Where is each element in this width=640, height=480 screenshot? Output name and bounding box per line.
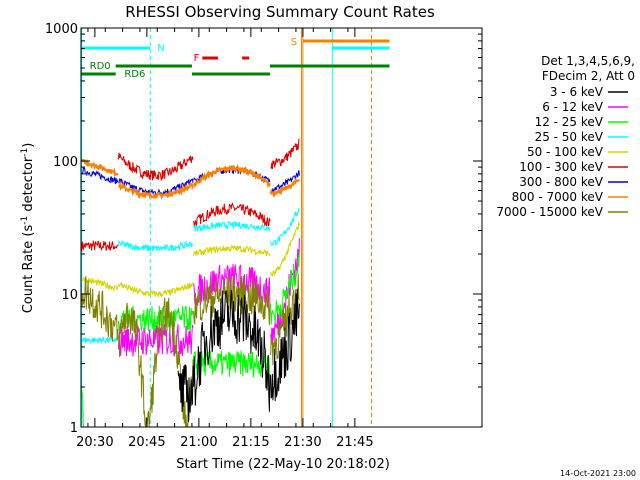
axes: 1 10 100 1000 20:30 20:45 21:00 21:15 21:30 21:45: [45, 22, 482, 450]
footer-timestamp: 14-Oct-2021 23:00: [560, 469, 636, 478]
x-tick-label: 21:45: [336, 435, 373, 450]
chart-title: RHESSI Observing Summary Count Rates: [125, 3, 435, 21]
legend-entry-label: 25 - 50 keV: [535, 130, 604, 144]
series-line-6: [81, 164, 300, 197]
x-tick-label: 20:30: [76, 435, 113, 450]
x-tick-label: 20:45: [128, 435, 165, 450]
series-line-8: [81, 273, 300, 427]
series-line-3: [81, 207, 300, 345]
y-tick-label: 10: [61, 288, 78, 303]
series-line-4: [81, 221, 300, 298]
flag-label: N: [157, 43, 164, 54]
y-tick-label: 1: [70, 421, 78, 436]
series-line-2: [81, 250, 300, 427]
series-line-7: [80, 158, 301, 200]
x-tick-label: 21:15: [232, 435, 269, 450]
flag-label: F: [194, 53, 200, 64]
legend-entry-label: 100 - 300 keV: [519, 160, 603, 174]
x-tick-label: 21:30: [284, 435, 321, 450]
legend-entry-label: 50 - 100 keV: [527, 145, 604, 159]
plot-area: N RD0 RD6 F S: [80, 28, 390, 427]
legend-entry-label: 3 - 6 keV: [550, 85, 604, 99]
legend-entry-label: 12 - 25 keV: [535, 115, 604, 129]
y-tick-label: 1000: [45, 22, 78, 37]
legend-entry-label: 7000 - 15000 keV: [496, 205, 603, 219]
flag-label: RD6: [124, 69, 145, 80]
legend-entry-label: 800 - 7000 keV: [512, 190, 604, 204]
flag-label: RD0: [90, 61, 111, 72]
legend-entry-label: 300 - 800 keV: [519, 175, 603, 189]
series-line-5: [81, 138, 300, 252]
series-line-0: [177, 288, 300, 423]
x-tick-label: 21:00: [180, 435, 217, 450]
y-axis-label: Count Rate (s-1 detector-1): [20, 143, 36, 314]
legend-header: Det 1,3,4,5,6,9,: [541, 54, 635, 68]
y-tick-label: 100: [53, 155, 78, 170]
legend-header: FDecim 2, Att 0: [542, 69, 635, 83]
legend: Det 1,3,4,5,6,9,FDecim 2, Att 0 3 - 6 keV…: [496, 54, 635, 219]
plot-frame: [80, 27, 483, 428]
legend-entry-label: 6 - 12 keV: [542, 100, 604, 114]
x-axis-label: Start Time (22-May-10 20:18:02): [176, 457, 390, 472]
flag-label: S: [291, 37, 297, 48]
